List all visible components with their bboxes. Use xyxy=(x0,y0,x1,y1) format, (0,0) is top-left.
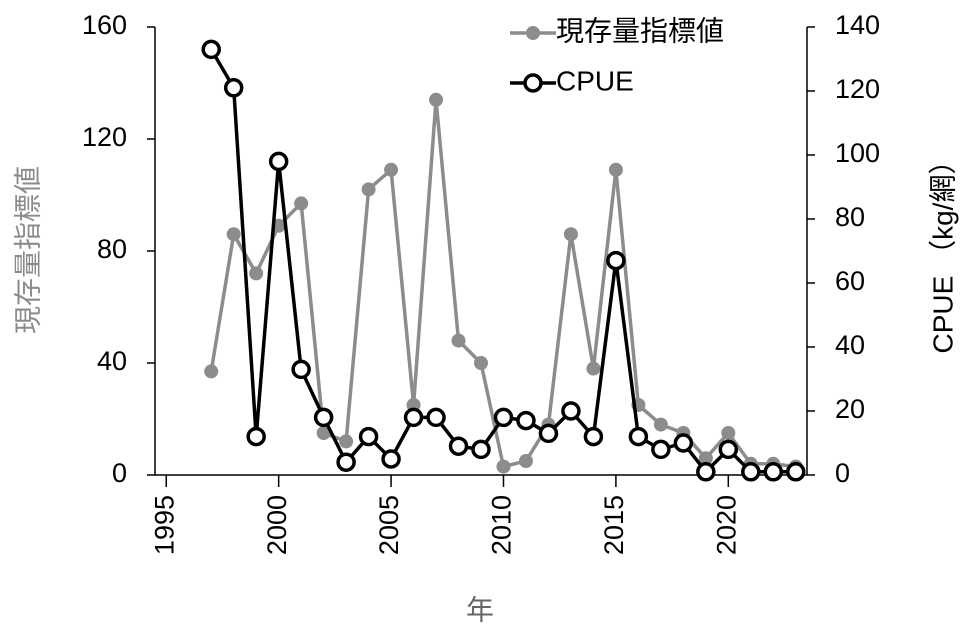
y-tick-label: 80 xyxy=(97,234,127,264)
marker xyxy=(361,182,376,197)
y2-tick-label: 20 xyxy=(835,394,865,424)
marker xyxy=(313,407,334,428)
marker xyxy=(563,227,578,242)
marker xyxy=(358,426,379,447)
legend-label: CPUE xyxy=(556,65,634,96)
marker xyxy=(384,162,399,177)
y2-tick-label: 120 xyxy=(835,74,880,104)
marker xyxy=(336,452,356,472)
x-tick-label: 2000 xyxy=(262,495,292,555)
marker xyxy=(291,359,311,380)
marker xyxy=(721,426,736,440)
marker xyxy=(294,196,309,211)
x-tick-label: 1995 xyxy=(149,495,179,555)
x-axis-label: 年 xyxy=(466,594,494,625)
marker xyxy=(718,439,739,460)
legend-marker xyxy=(523,73,543,93)
y2-tick-label: 0 xyxy=(835,458,850,488)
marker xyxy=(538,423,559,444)
x-tick-label: 2010 xyxy=(487,495,517,555)
marker xyxy=(226,227,241,242)
y2-tick-label: 60 xyxy=(835,266,865,296)
marker xyxy=(448,436,469,456)
marker xyxy=(586,361,601,376)
x-tick-label: 2005 xyxy=(374,495,404,555)
marker xyxy=(561,401,581,421)
marker xyxy=(201,39,221,60)
y-tick-label: 0 xyxy=(112,458,127,488)
marker xyxy=(268,151,289,172)
marker xyxy=(696,462,716,482)
legend-label: 現存量指標値 xyxy=(556,15,724,46)
marker xyxy=(474,356,488,370)
marker xyxy=(673,433,694,453)
y2-tick-label: 80 xyxy=(835,202,865,232)
marker xyxy=(471,439,491,460)
marker xyxy=(316,426,331,440)
marker xyxy=(628,426,649,447)
marker xyxy=(518,454,533,468)
marker xyxy=(651,439,671,460)
marker xyxy=(741,462,761,482)
marker xyxy=(698,451,713,466)
marker xyxy=(249,266,264,281)
marker xyxy=(763,462,784,482)
x-tick-label: 2020 xyxy=(711,495,741,555)
marker xyxy=(204,364,219,379)
marker xyxy=(223,78,244,98)
legend-marker xyxy=(526,26,540,40)
marker xyxy=(608,162,623,177)
y2-tick-label: 40 xyxy=(835,330,865,360)
marker xyxy=(246,426,266,447)
marker xyxy=(786,462,806,482)
x-tick-label: 2015 xyxy=(599,495,629,555)
marker xyxy=(429,92,444,107)
marker xyxy=(606,250,626,271)
marker xyxy=(516,410,536,431)
y-tick-label: 40 xyxy=(97,346,127,376)
marker xyxy=(451,333,466,348)
marker xyxy=(493,407,514,428)
y2-axis-label: CPUE （kg/網） xyxy=(927,147,958,354)
marker xyxy=(403,407,424,428)
y-tick-label: 160 xyxy=(82,10,127,40)
y2-tick-label: 100 xyxy=(835,138,880,168)
y2-tick-label: 140 xyxy=(835,10,880,40)
y-axis-label: 現存量指標値 xyxy=(12,166,43,334)
marker xyxy=(653,417,668,432)
marker xyxy=(381,449,401,469)
y-tick-label: 120 xyxy=(82,122,127,152)
marker xyxy=(583,426,604,447)
marker xyxy=(426,407,446,428)
marker xyxy=(496,459,511,474)
marker xyxy=(339,434,354,449)
